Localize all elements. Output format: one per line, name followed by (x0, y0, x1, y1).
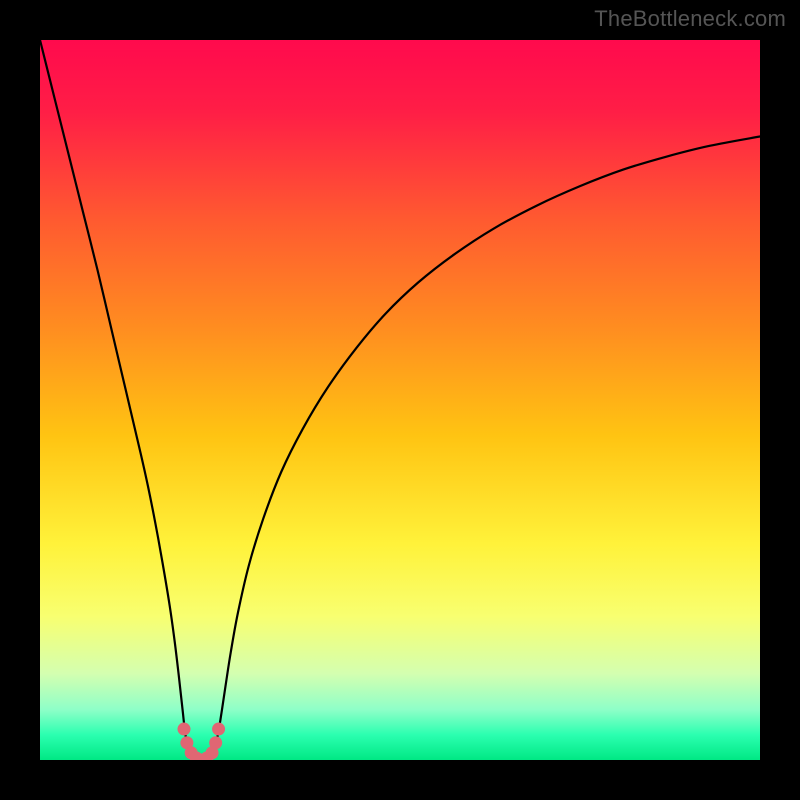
plot-area (40, 40, 760, 760)
chart-container: TheBottleneck.com (0, 0, 800, 800)
chart-background-gradient (40, 40, 760, 760)
watermark-text: TheBottleneck.com (594, 6, 786, 32)
